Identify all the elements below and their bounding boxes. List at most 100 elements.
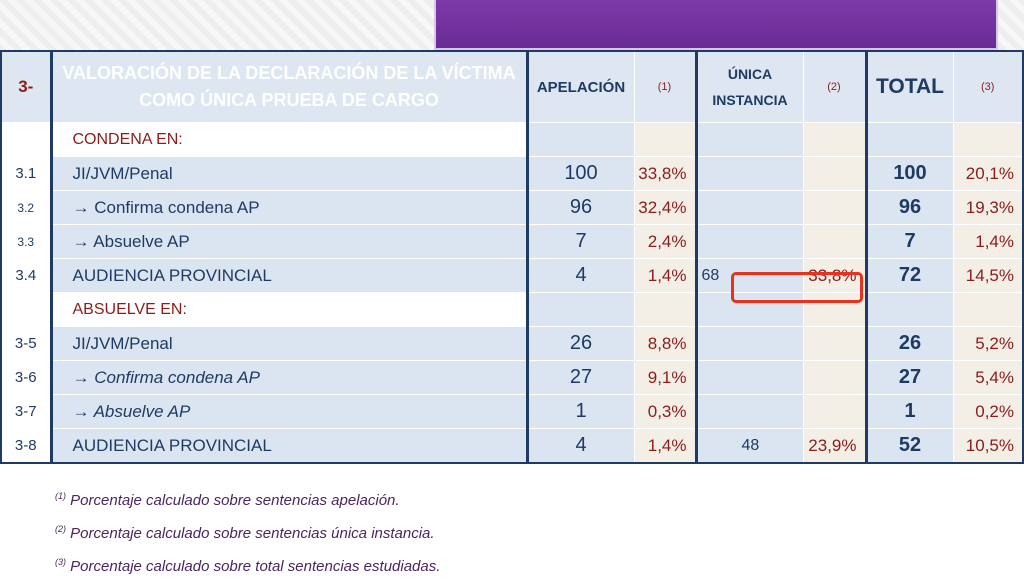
header-unica-line2: INSTANCIA: [712, 92, 788, 108]
apelacion-percent: 8,8%: [633, 326, 697, 361]
apelacion-percent: [633, 122, 697, 157]
total-percent: 5,2%: [952, 326, 1024, 361]
total-percent: 1,4%: [952, 224, 1024, 259]
row-label: → Confirma condena AP: [50, 360, 529, 395]
total-value: 72: [864, 258, 954, 293]
header-apelacion-note: (1): [633, 50, 697, 123]
section-label: CONDENA EN:: [50, 122, 529, 157]
unica-value: [694, 122, 804, 157]
unica-value: [694, 156, 804, 191]
table-row: ABSUELVE EN:: [0, 292, 1024, 327]
apelacion-percent: [633, 292, 697, 327]
table-row: 3-7 → Absuelve AP 1 0,3% 1 0,2%: [0, 394, 1024, 429]
header-total: TOTAL: [864, 50, 954, 123]
table-row: 3.1 JI/JVM/Penal 100 33,8% 100 20,1%: [0, 156, 1024, 191]
row-label: → Absuelve AP: [50, 394, 529, 429]
row-id: 3-8: [0, 428, 53, 464]
table-header-row: 3- VALORACIÓN DE LA DECLARACIÓN DE LA VÍ…: [0, 50, 1024, 123]
row-id: 3.1: [0, 156, 53, 191]
unica-percent: [802, 122, 867, 157]
header-total-note: (3): [952, 50, 1024, 123]
row-id: 3.2: [0, 190, 53, 225]
table-row: 3.4 AUDIENCIA PROVINCIAL 4 1,4% 68 33,8% 72 14,…: [0, 258, 1024, 293]
apelacion-percent: 33,8%: [633, 156, 697, 191]
section-label: ABSUELVE EN:: [50, 292, 529, 327]
unica-value: 48: [694, 428, 804, 464]
total-value: 7: [864, 224, 954, 259]
unica-value: [694, 360, 804, 395]
footnote-2-mark: (2): [55, 524, 66, 534]
apelacion-value: 100: [526, 156, 635, 191]
total-percent: [952, 122, 1024, 157]
unica-percent: 23,9%: [802, 428, 867, 464]
row-label: AUDIENCIA PROVINCIAL: [50, 258, 529, 293]
apelacion-value: 96: [526, 190, 635, 225]
total-percent: 10,5%: [952, 428, 1024, 464]
row-label: AUDIENCIA PROVINCIAL: [50, 428, 529, 464]
total-percent: 14,5%: [952, 258, 1024, 293]
table-title: VALORACIÓN DE LA DECLARACIÓN DE LA VÍCTI…: [50, 50, 529, 123]
total-percent: 5,4%: [952, 360, 1024, 395]
unica-value: [694, 190, 804, 225]
unica-percent: [802, 394, 867, 429]
unica-percent: [802, 156, 867, 191]
header-apelacion: APELACIÓN: [526, 50, 635, 123]
unica-value: [694, 394, 804, 429]
unica-percent: [802, 190, 867, 225]
row-label: JI/JVM/Penal: [50, 326, 529, 361]
table-row: CONDENA EN:: [0, 122, 1024, 157]
total-value: 52: [864, 428, 954, 464]
purple-banner: [434, 0, 998, 50]
apelacion-percent: 1,4%: [633, 258, 697, 293]
table-title-line1: VALORACIÓN DE LA DECLARACIÓN DE LA VÍCTI…: [62, 63, 516, 83]
header-unica-instancia: ÚNICA INSTANCIA: [694, 50, 804, 123]
footnote-2: (2) Porcentaje calculado sobre sentencia…: [55, 515, 440, 548]
total-percent: [952, 292, 1024, 327]
apelacion-value: 4: [526, 258, 635, 293]
apelacion-percent: 2,4%: [633, 224, 697, 259]
footnote-3: (3) Porcentaje calculado sobre total sen…: [55, 548, 440, 581]
apelacion-percent: 9,1%: [633, 360, 697, 395]
section-number: 3-: [0, 50, 53, 123]
footnotes: (1) Porcentaje calculado sobre sentencia…: [55, 482, 440, 581]
table-row: 3-6 → Confirma condena AP 27 9,1% 27 5,4%: [0, 360, 1024, 395]
footnote-3-text: Porcentaje calculado sobre total sentenc…: [70, 558, 441, 575]
unica-value: [694, 224, 804, 259]
table-title-line2: COMO ÚNICA PRUEBA DE CARGO: [139, 90, 439, 110]
apelacion-value: 1: [526, 394, 635, 429]
apelacion-percent: 0,3%: [633, 394, 697, 429]
unica-percent: [802, 224, 867, 259]
total-value: [864, 122, 954, 157]
header-unica-line1: ÚNICA: [727, 66, 773, 82]
unica-percent: [802, 360, 867, 395]
unica-percent: [802, 292, 867, 327]
footnote-3-mark: (3): [55, 557, 66, 567]
table-row: 3-8 AUDIENCIA PROVINCIAL 4 1,4% 48 23,9% 52 10,…: [0, 428, 1024, 464]
unica-percent: 33,8%: [802, 258, 867, 293]
table-row: 3.3 → Absuelve AP 7 2,4% 7 1,4%: [0, 224, 1024, 259]
row-label: → Absuelve AP: [50, 224, 529, 259]
total-value: 96: [864, 190, 954, 225]
footnote-1: (1) Porcentaje calculado sobre sentencia…: [55, 482, 440, 515]
unica-value: 68: [694, 258, 804, 293]
total-value: 27: [864, 360, 954, 395]
apelacion-value: 26: [526, 326, 635, 361]
footnote-1-mark: (1): [55, 491, 66, 501]
row-id: [0, 292, 53, 327]
apelacion-value: 27: [526, 360, 635, 395]
apelacion-value: 4: [526, 428, 635, 464]
apelacion-percent: 1,4%: [633, 428, 697, 464]
unica-percent: [802, 326, 867, 361]
total-value: 26: [864, 326, 954, 361]
row-id: 3.3: [0, 224, 53, 259]
total-value: 1: [864, 394, 954, 429]
row-id: [0, 122, 53, 157]
row-id: 3-5: [0, 326, 53, 361]
highlight-box: [731, 272, 863, 303]
row-id: 3-7: [0, 394, 53, 429]
footnote-1-text: Porcentaje calculado sobre sentencias ap…: [70, 492, 400, 509]
row-id: 3-6: [0, 360, 53, 395]
unica-value: [694, 326, 804, 361]
total-percent: 19,3%: [952, 190, 1024, 225]
total-percent: 0,2%: [952, 394, 1024, 429]
